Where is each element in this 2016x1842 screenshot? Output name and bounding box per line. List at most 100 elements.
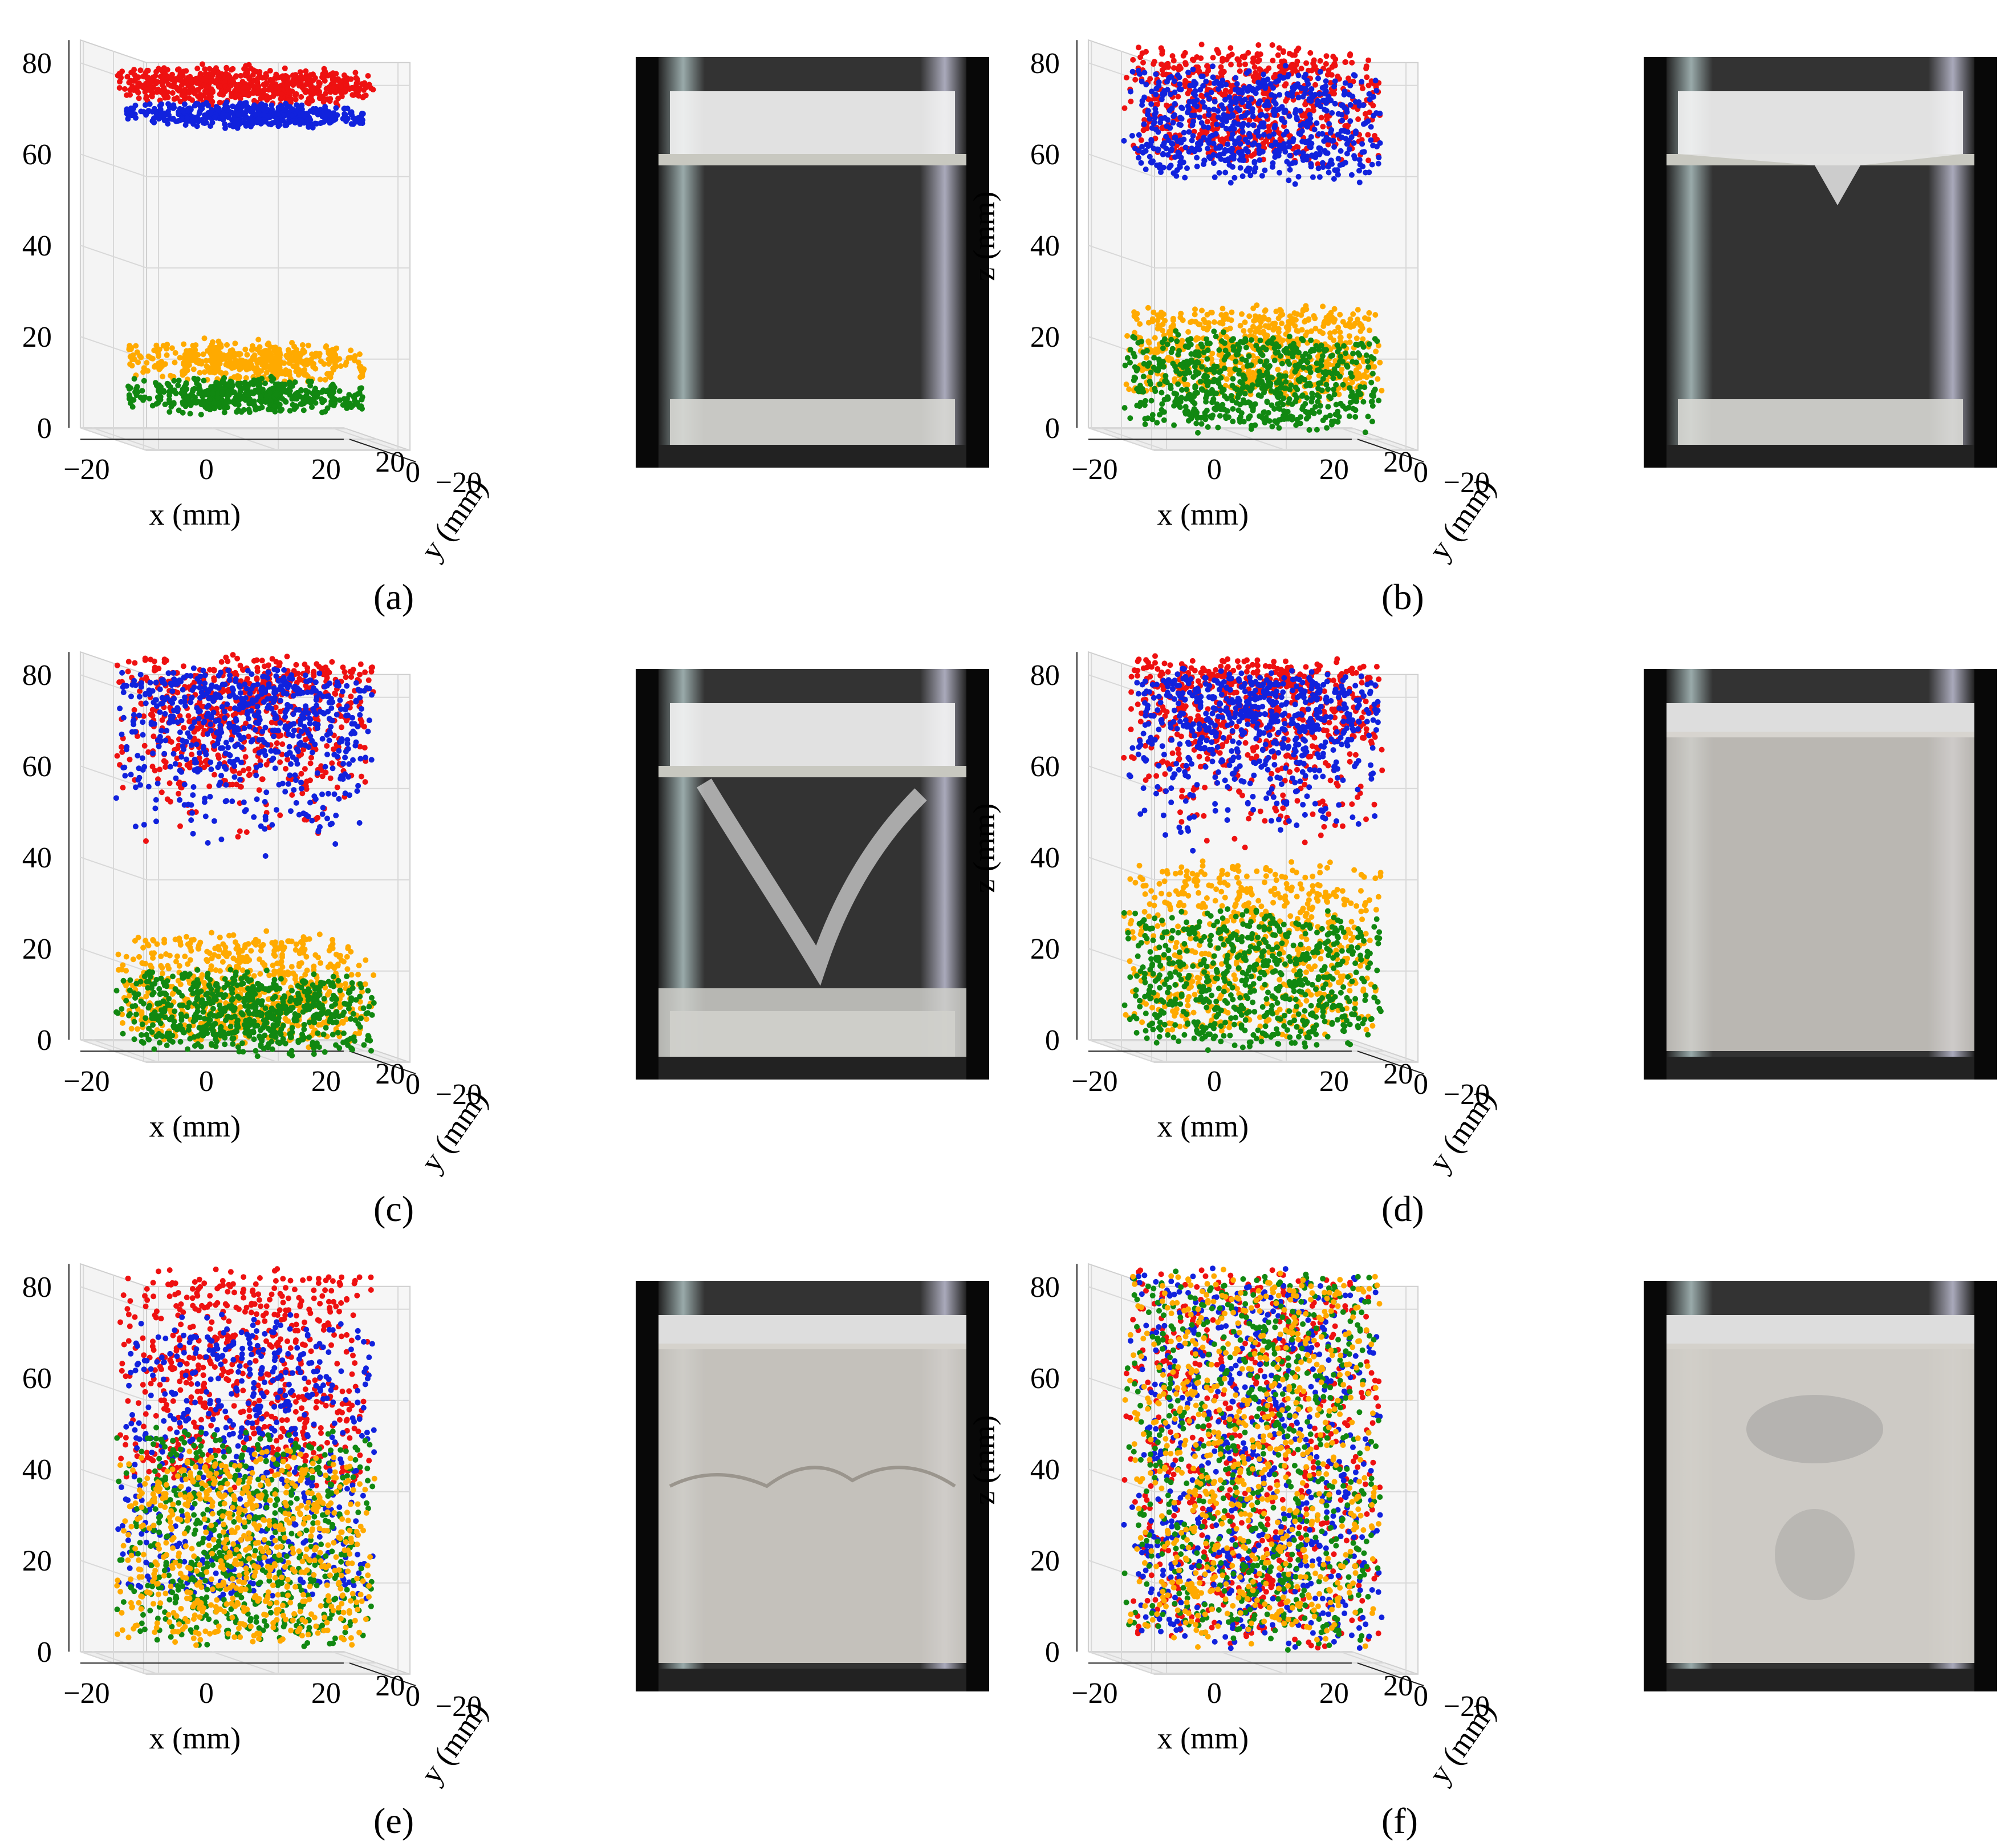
scatter-point [1218,156,1224,162]
scatter-point [359,81,365,87]
scatter-point [1196,321,1201,327]
scatter-point [1237,62,1242,68]
scatter-point [329,347,335,353]
scatter-point [1208,413,1213,419]
scatter-point [1198,55,1204,61]
scatter-point [158,102,164,107]
scatter-point [1262,168,1267,173]
scatter-point [1149,398,1155,404]
scatter-point [243,123,249,129]
scatter-point [294,347,299,352]
scatter-point [1283,386,1289,391]
scatter-point [1250,122,1256,128]
scatter-point [181,342,186,347]
scatter-point [1294,395,1300,401]
scatter-point [1335,412,1340,418]
scatter-point [1241,157,1247,163]
scatter-point [1193,421,1199,427]
scatter-point [190,86,196,91]
scatter-point [283,367,288,373]
scatter-point [1332,167,1338,173]
scatter-point [194,114,200,120]
scatter-point [1294,387,1300,392]
scatter-point [1339,112,1344,117]
scatter-point [277,759,283,765]
scatter-point [157,766,162,772]
scatter-point [1256,347,1262,352]
scatter-point [1206,96,1212,102]
scatter-point [1300,404,1306,409]
scatter-point [1280,75,1286,81]
scatter-point [1332,78,1338,84]
scatter-point [1234,400,1239,405]
scatter-point [1278,385,1283,391]
x-tick-label: −20 [1071,453,1117,486]
scatter-point [332,362,338,367]
scatter-point [1335,324,1341,330]
scatter-point [147,102,153,107]
scatter-point [1141,121,1147,127]
scatter-point [1137,54,1143,60]
scatter-point [1366,310,1372,316]
scatter-point [1175,382,1181,387]
scatter-point [175,383,181,388]
scatter-point [250,355,256,360]
scatter-point [359,374,365,379]
scatter-point [217,353,222,359]
scatter-point [1155,368,1161,374]
scatter-point [1316,409,1322,415]
scatter-point [1318,403,1323,409]
scatter-point [1170,171,1176,176]
scatter-point [264,364,270,370]
scatter-point [351,92,356,98]
scatter-point [263,393,269,399]
scatter-point [294,102,299,108]
scatter-point [1305,381,1311,387]
scatter-point [1316,152,1322,157]
scatter-point [153,69,159,75]
scatter-point [1190,374,1196,380]
scatter-point [1255,42,1261,48]
scatter-point [1323,78,1329,84]
scatter-point [1189,137,1195,143]
scatter-point [161,362,166,368]
scatter-point [1311,313,1317,319]
scatter-point [161,92,167,98]
scatter-point [1273,79,1279,85]
scatter-point [1189,319,1195,324]
scatter-point [1197,87,1203,93]
scatter-point [294,80,300,86]
scatter-point [1122,405,1128,411]
scatter-point [1192,311,1198,317]
scatter-point [1306,317,1311,322]
scatter-point [1165,394,1170,400]
scatter-point [1363,429,1368,435]
scatter-point [1221,106,1226,112]
scatter-point [1241,85,1247,91]
scatter-point [294,91,299,97]
scatter-point [127,111,132,117]
scatter-point [1136,132,1142,138]
scatter-point [1145,415,1151,421]
scatter-point [1278,143,1283,149]
scatter-point [1174,338,1180,344]
scatter-point [182,102,188,107]
scatter-point [1293,62,1299,68]
scatter-point [1286,361,1292,367]
z-tick-label: 40 [1030,230,1060,262]
scatter-point [323,377,328,383]
scatter-point [300,397,306,403]
scatter-point [1298,359,1304,364]
scatter-point [1320,85,1326,91]
scatter-point [1228,180,1234,186]
scatter-point [1319,115,1324,120]
scatter-point [1224,415,1229,421]
z-tick-label: 80 [22,47,52,80]
scatter-point [1228,103,1233,109]
scatter-point [1351,153,1357,159]
scatter-point [1179,116,1185,121]
scatter-point [197,370,203,376]
scatter-point [1251,159,1257,165]
scatter-point [1271,99,1277,104]
scatter-point [210,391,216,396]
